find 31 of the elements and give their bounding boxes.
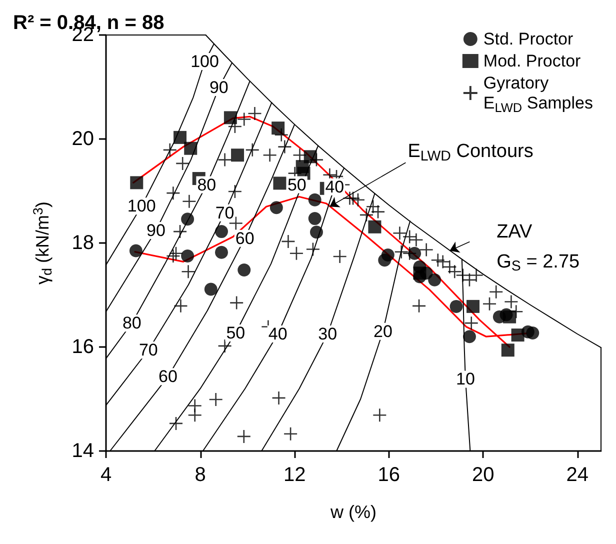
y-tick-label: 18 (72, 232, 94, 254)
annotation: 70 (215, 203, 234, 222)
x-tick-label: 24 (566, 464, 589, 486)
x-tick-label: 16 (378, 464, 400, 486)
y-tick-label: 20 (72, 128, 94, 150)
annotation: 60 (158, 367, 178, 386)
annotation: 80 (122, 314, 142, 333)
y-tick-label: 16 (72, 336, 94, 358)
annotation: 50 (287, 175, 306, 194)
annotation: 90 (146, 221, 166, 240)
annotation: 90 (209, 78, 228, 98)
legend-label: Mod. Proctor (483, 52, 582, 70)
x-tick-label: 4 (100, 464, 112, 486)
annotation: 50 (226, 323, 246, 342)
annotation: 60 (235, 228, 254, 248)
annotation: 20 (374, 322, 392, 341)
annotation: 40 (268, 324, 288, 344)
annotation: 30 (318, 324, 338, 344)
y-axis-title: γd (kN/m3) (30, 201, 54, 284)
x-tick-label: 8 (194, 464, 206, 486)
annotation: 80 (197, 175, 216, 194)
annotation: 70 (138, 340, 158, 360)
annotation: 100 (127, 196, 156, 216)
x-tick-label: 20 (472, 464, 494, 486)
x-axis-title: w (%) (330, 502, 376, 522)
annotation: 100 (190, 52, 219, 72)
x-tick-label: 12 (283, 464, 306, 486)
y-tick-label: 14 (72, 440, 94, 462)
annotation: 10 (456, 370, 475, 389)
annotation: 40 (325, 177, 344, 196)
legend-label: Std. Proctor (483, 30, 574, 48)
